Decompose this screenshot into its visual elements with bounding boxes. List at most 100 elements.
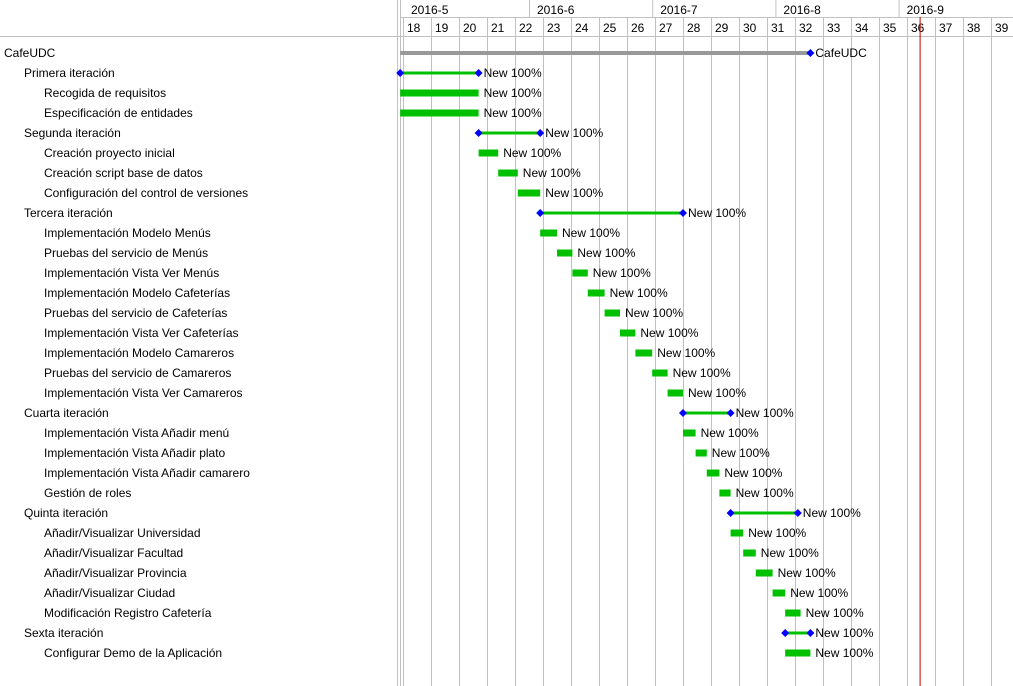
week-label: 37 [939, 21, 953, 35]
week-label: 24 [575, 21, 589, 35]
summary-bar [478, 131, 541, 135]
week-label: 34 [855, 21, 869, 35]
task-name: Añadir/Visualizar Facultad [44, 546, 183, 560]
bar-label: New 100% [484, 106, 542, 120]
task-name: Implementación Vista Ver Menús [44, 266, 219, 280]
task-bar [785, 609, 801, 617]
summary-bar [400, 71, 479, 75]
bar-label: New 100% [545, 186, 603, 200]
month-label: 2016-5 [411, 3, 449, 17]
task-bar [540, 229, 557, 237]
milestone-diamond [806, 629, 815, 637]
milestone-diamond [781, 629, 790, 637]
bar-label: New 100% [503, 146, 561, 160]
task-name: Segunda iteración [24, 126, 121, 140]
task-bar [667, 389, 683, 397]
milestone-diamond [793, 509, 802, 517]
task-name-column: CafeUDC Primera iteración Recogida de requ… [4, 46, 250, 660]
week-label: 33 [827, 21, 841, 35]
task-name: Configurar Demo de la Aplicación [44, 646, 222, 660]
month-label: 2016-8 [783, 3, 821, 17]
bar-label: New 100% [806, 606, 864, 620]
bar-label: New 100% [803, 506, 861, 520]
bar-label: CafeUDC [815, 46, 867, 60]
bar-label: New 100% [790, 586, 848, 600]
task-bar [587, 289, 605, 297]
task-bar [635, 349, 653, 357]
task-name: Creación proyecto inicial [44, 146, 175, 160]
task-bar [755, 569, 773, 577]
task-name: Añadir/Visualizar Ciudad [44, 586, 175, 600]
task-name: Gestión de roles [44, 486, 131, 500]
month-label: 2016-7 [660, 3, 698, 17]
bar-label: New 100% [712, 446, 770, 460]
milestone-diamond [536, 129, 545, 137]
bar-label: New 100% [815, 646, 873, 660]
task-bar [400, 109, 479, 117]
bar-label: New 100% [724, 466, 782, 480]
task-bar [695, 449, 707, 457]
week-label: 27 [659, 21, 673, 35]
task-bar [604, 309, 620, 317]
summary-bar [785, 631, 811, 635]
week-label: 39 [995, 21, 1009, 35]
task-name: Añadir/Visualizar Provincia [44, 566, 187, 580]
month-label: 2016-6 [537, 3, 575, 17]
task-bar [478, 149, 499, 157]
milestone-diamond [474, 129, 483, 137]
task-name: Configuración del control de versiones [44, 186, 248, 200]
task-name: Implementación Modelo Cafeterías [44, 286, 230, 300]
task-name: Sexta iteración [24, 626, 103, 640]
bar-label: New 100% [562, 226, 620, 240]
task-bar [785, 649, 811, 657]
bar-label: New 100% [593, 266, 651, 280]
task-bar [572, 269, 588, 277]
bar-label: New 100% [778, 566, 836, 580]
task-name: Implementación Vista Añadir plato [44, 446, 226, 460]
week-label: 30 [743, 21, 757, 35]
bar-label: New 100% [673, 366, 731, 380]
milestone-diamond [726, 509, 735, 517]
task-name: Cuarta iteración [24, 406, 109, 420]
task-bar [620, 329, 636, 337]
summary-bar [683, 411, 731, 415]
bar-label: New 100% [484, 86, 542, 100]
bar-label: New 100% [761, 546, 819, 560]
task-name: Implementación Modelo Menús [44, 226, 211, 240]
task-name: CafeUDC [4, 46, 56, 60]
bar-label: New 100% [523, 166, 581, 180]
bar-label: New 100% [748, 526, 806, 540]
task-bar [730, 529, 744, 537]
bar-label: New 100% [688, 386, 746, 400]
task-bars: CafeUDC New 100% New 100% New 100% New 100% N… [396, 46, 874, 660]
task-bar [772, 589, 786, 597]
week-label: 29 [715, 21, 729, 35]
milestone-diamond [474, 69, 483, 77]
summary-bar [540, 211, 683, 215]
bar-label: New 100% [640, 326, 698, 340]
task-name: Añadir/Visualizar Universidad [44, 526, 201, 540]
week-label: 18 [407, 21, 421, 35]
task-bar [400, 89, 479, 97]
task-name: Quinta iteración [24, 506, 108, 520]
week-label: 22 [519, 21, 533, 35]
task-name: Implementación Vista Añadir menú [44, 426, 229, 440]
summary-bar [730, 511, 798, 515]
bar-label: New 100% [625, 306, 683, 320]
week-label: 31 [771, 21, 785, 35]
bar-label: New 100% [736, 486, 794, 500]
task-bar [719, 489, 731, 497]
milestone-diamond [536, 209, 545, 217]
task-name: Primera iteración [24, 66, 115, 80]
task-name: Implementación Modelo Camareros [44, 346, 234, 360]
task-bar [557, 249, 573, 257]
milestone-diamond [726, 409, 735, 417]
task-bar [743, 549, 756, 557]
bar-label: New 100% [657, 346, 715, 360]
task-name: Tercera iteración [24, 206, 113, 220]
milestone-diamond [806, 49, 815, 57]
week-label: 26 [631, 21, 645, 35]
week-label: 19 [435, 21, 449, 35]
task-bar [517, 189, 541, 197]
